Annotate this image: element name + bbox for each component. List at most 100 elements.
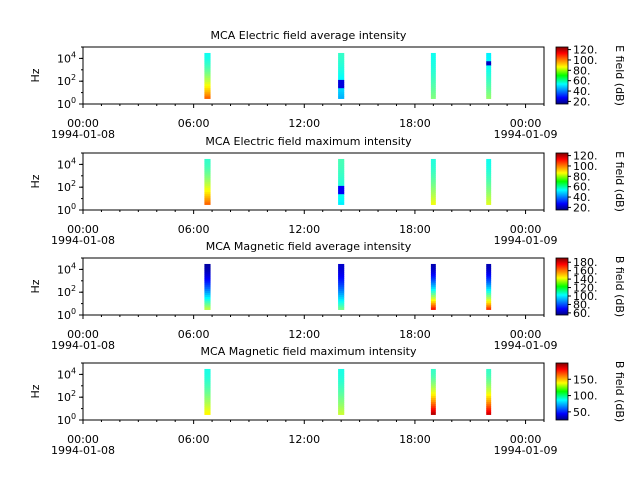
colorbar-gradient — [555, 257, 569, 316]
colorbar: 20.40.60.80.100.120. E field (dB) — [555, 44, 626, 108]
spectrogram-cell — [204, 395, 211, 399]
spectrogram-pass — [486, 52, 492, 99]
spectrogram-cell — [204, 163, 211, 166]
spectrogram-cell — [486, 181, 492, 185]
colorbar-tick-label: 40. — [573, 191, 591, 204]
spectrogram-cell — [486, 96, 492, 99]
spectrogram-cell — [430, 169, 436, 172]
spectrogram-cell — [486, 196, 492, 199]
spectrogram-cell — [430, 59, 436, 62]
spectrogram-cell — [430, 393, 436, 397]
spectrogram-cell — [430, 86, 436, 89]
spectrogram-cell — [430, 88, 436, 91]
x-tick-label: 12:00 — [288, 433, 320, 446]
spectrogram-pass — [204, 158, 211, 205]
spectrogram-cell — [204, 368, 211, 372]
spectrogram-cell — [204, 373, 211, 376]
spectrogram-cell — [430, 408, 436, 411]
spectrogram-cell — [338, 187, 345, 191]
spectrogram-cell — [486, 393, 492, 397]
spectrogram-cell — [338, 412, 345, 415]
spectrogram-cell — [486, 301, 492, 304]
spectrogram-cell — [338, 161, 345, 164]
spectrogram-cell — [204, 65, 211, 68]
spectrogram-cell — [430, 158, 436, 162]
spectrogram-cell — [430, 305, 436, 308]
spectrogram-cell — [430, 299, 436, 302]
spectrogram-cell — [486, 282, 492, 286]
spectrogram-cell — [338, 266, 345, 269]
spectrogram-cell — [430, 173, 436, 176]
spectrogram-cell — [430, 194, 436, 197]
spectrogram-cell — [486, 198, 492, 201]
colorbar-tick-label: 100. — [573, 160, 598, 173]
colorbar-tick-label: 60. — [573, 181, 591, 194]
spectrogram-cell — [430, 276, 436, 279]
spectrogram-cell — [204, 406, 211, 409]
spectrogram-cell — [338, 290, 345, 294]
spectrogram-cell — [486, 379, 492, 382]
x-tick-label: 1994-01-08 — [51, 128, 115, 141]
spectrogram-cell — [486, 179, 492, 183]
spectrogram-cell — [486, 402, 492, 405]
spectrogram-cell — [204, 303, 211, 306]
x-tick-label: 12:00 — [288, 117, 320, 130]
spectrogram-pass — [338, 368, 345, 415]
spectrogram-cell — [430, 397, 436, 401]
spectrogram-cell — [486, 391, 492, 395]
spectrogram-cell — [430, 183, 436, 187]
spectrogram-cell — [338, 278, 345, 281]
x-tick-label: 12:00 — [288, 328, 320, 341]
spectrogram-cell — [486, 200, 492, 203]
colorbar-tick-label: 80. — [573, 298, 591, 311]
spectrogram-cell — [338, 410, 345, 413]
spectrogram-cell — [430, 94, 436, 97]
spectrogram-cell — [204, 165, 211, 168]
spectrogram-cell — [430, 268, 436, 271]
spectrogram-cell — [338, 71, 345, 75]
spectrogram-cell — [204, 263, 211, 267]
spectrogram-cell — [204, 55, 211, 58]
spectrogram-cell — [430, 175, 436, 179]
colorbar-tick-label: 120. — [573, 282, 598, 295]
spectrogram-cell — [486, 400, 492, 403]
spectrogram-cell — [204, 158, 211, 162]
colorbar-gradient — [555, 152, 569, 211]
spectrogram-cell — [430, 73, 436, 77]
spectrogram-cell — [204, 90, 211, 93]
spectrogram-cell — [486, 190, 492, 193]
spectrogram-cell — [204, 288, 211, 292]
axes-frame — [82, 257, 545, 316]
spectrogram-cell — [338, 90, 345, 93]
spectrogram-pass — [486, 368, 492, 415]
spectrogram-cell — [338, 404, 345, 407]
x-tick-label: 00:00 — [510, 433, 542, 446]
y-tick-exponent: 4 — [71, 156, 76, 165]
spectrogram-cell — [204, 94, 211, 97]
spectrogram-cell — [430, 61, 436, 64]
spectrogram-cell — [204, 198, 211, 201]
spectrogram-cell — [430, 274, 436, 277]
spectrogram-cell — [430, 404, 436, 407]
spectrogram-cell — [204, 274, 211, 277]
x-tick-label: 00:00 — [510, 328, 542, 341]
spectrogram-cell — [486, 84, 492, 87]
spectrogram-cell — [486, 404, 492, 407]
spectrogram-cell — [338, 397, 345, 401]
spectrogram-cell — [204, 92, 211, 95]
spectrogram-cell — [338, 192, 345, 195]
x-tick-label: 00:00 — [67, 433, 99, 446]
x-tick-label: 1994-01-08 — [51, 444, 115, 457]
colorbar-tick-label: 60. — [573, 75, 591, 88]
colorbar-tick-label: 150. — [573, 373, 598, 386]
colorbar-tick-label: 20. — [573, 95, 591, 108]
colorbar-tick-label: 80. — [573, 64, 591, 77]
spectrogram-cell — [204, 270, 211, 273]
y-tick-exponent: 0 — [71, 307, 76, 316]
colorbar-label: E field (dB) — [613, 151, 626, 212]
spectrogram-cell — [204, 88, 211, 91]
spectrogram-cell — [430, 77, 436, 81]
colorbar-label: E field (dB) — [613, 45, 626, 106]
spectrogram-cell — [430, 200, 436, 203]
spectrogram-cell — [486, 375, 492, 378]
